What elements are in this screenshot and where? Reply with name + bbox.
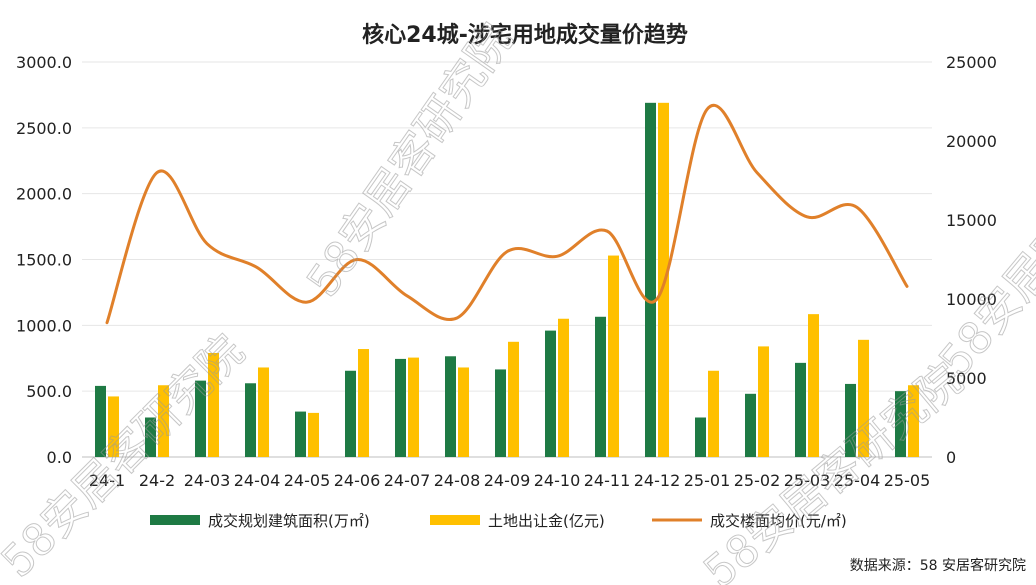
- left-axis-tick-label: 500.0: [26, 382, 72, 401]
- x-axis-tick-label: 24-07: [384, 471, 431, 490]
- right-axis-tick-label: 10000: [946, 290, 997, 309]
- right-axis-tick-label: 20000: [946, 132, 997, 151]
- x-axis-tick-label: 24-1: [89, 471, 125, 490]
- legend-label: 成交规划建筑面积(万㎡): [208, 512, 370, 530]
- right-axis-tick-label: 15000: [946, 211, 997, 230]
- bar-floor-area: [495, 369, 506, 457]
- legend: 成交规划建筑面积(万㎡) 土地出让金(亿元) 成交楼面均价(元/㎡): [150, 512, 847, 530]
- x-axis-tick-label: 24-11: [584, 471, 631, 490]
- watermark: 58安居客研究院: [694, 354, 972, 585]
- bar-land-revenue: [858, 339, 869, 457]
- bar-floor-area: [845, 383, 856, 457]
- left-axis-tick-label: 2500.0: [16, 119, 72, 138]
- bar-land-revenue: [358, 349, 369, 457]
- bar-floor-area: [245, 383, 256, 457]
- bar-land-revenue: [608, 255, 619, 457]
- bar-land-revenue: [808, 314, 819, 457]
- bars: [95, 102, 919, 458]
- bar-land-revenue: [758, 346, 769, 457]
- x-axis-tick-label: 24-09: [484, 471, 531, 490]
- left-axis-ticks: 0.0 500.0 1000.0 1500.0 2000.0 2500.0 3000.0: [16, 53, 72, 467]
- legend-swatch: [430, 515, 480, 525]
- bar-land-revenue: [158, 385, 169, 457]
- bar-floor-area: [895, 391, 906, 457]
- x-axis-tick-label: 25-03: [784, 471, 831, 490]
- bar-land-revenue: [508, 341, 519, 457]
- left-axis-tick-label: 2000.0: [16, 185, 72, 204]
- data-source: 数据来源：58 安居客研究院: [850, 557, 1026, 574]
- x-axis-tick-label: 24-08: [434, 471, 481, 490]
- bar-floor-area: [445, 356, 456, 457]
- bar-floor-area: [145, 417, 156, 457]
- legend-swatch: [150, 515, 200, 525]
- legend-label: 土地出让金(亿元): [488, 512, 605, 530]
- x-axis-tick-label: 24-06: [334, 471, 381, 490]
- x-axis-tick-label: 24-05: [284, 471, 331, 490]
- bar-land-revenue: [558, 318, 569, 457]
- left-axis-tick-label: 3000.0: [16, 53, 72, 72]
- x-axis-tick-label: 24-2: [139, 471, 175, 490]
- bar-land-revenue: [658, 102, 669, 458]
- bar-floor-area: [745, 393, 756, 457]
- bar-floor-area: [295, 411, 306, 457]
- watermark: 58安居客研究院: [297, 15, 522, 306]
- bar-land-revenue: [208, 352, 219, 457]
- x-axis-tick-label: 25-04: [834, 471, 881, 490]
- left-axis-tick-label: 0.0: [47, 448, 72, 467]
- x-axis-tick-label: 24-04: [234, 471, 281, 490]
- right-axis-tick-label: 25000: [946, 53, 997, 72]
- bar-land-revenue: [308, 412, 319, 457]
- bar-floor-area: [195, 380, 206, 457]
- x-axis-tick-label: 25-02: [734, 471, 781, 490]
- line-avg-price: [105, 104, 909, 325]
- x-axis-tick-label: 24-03: [184, 471, 231, 490]
- x-axis-tick-label: 25-01: [684, 471, 731, 490]
- bar-land-revenue: [708, 370, 719, 457]
- bar-floor-area: [695, 417, 706, 457]
- bar-floor-area: [545, 330, 556, 457]
- bar-floor-area: [395, 358, 406, 457]
- x-axis-tick-label: 24-10: [534, 471, 581, 490]
- bar-land-revenue: [408, 357, 419, 457]
- right-axis-tick-label: 5000: [946, 369, 987, 388]
- bar-floor-area: [95, 385, 106, 457]
- right-axis-ticks: 0 5000 10000 15000 20000 25000: [946, 53, 997, 467]
- bar-floor-area: [795, 362, 806, 457]
- left-axis-tick-label: 1500.0: [16, 251, 72, 270]
- chart-title: 核心24城-涉宅用地成交量价趋势: [362, 22, 688, 48]
- x-axis-tick-label: 25-05: [884, 471, 931, 490]
- x-axis-tick-label: 24-12: [634, 471, 681, 490]
- right-axis-tick-label: 0: [946, 448, 956, 467]
- bar-land-revenue: [458, 367, 469, 457]
- left-axis-tick-label: 1000.0: [16, 316, 72, 335]
- bar-floor-area: [595, 316, 606, 457]
- gridlines: [82, 61, 932, 458]
- bar-land-revenue: [258, 367, 269, 457]
- bar-floor-area: [345, 370, 356, 457]
- legend-label: 成交楼面均价(元/㎡): [710, 512, 847, 530]
- bar-floor-area: [645, 102, 656, 458]
- x-axis-ticks: 24-1 24-2 24-03 24-04 24-05 24-06 24-07 24-08 24…: [89, 471, 930, 490]
- price-line: [105, 104, 909, 325]
- bar-land-revenue: [908, 385, 919, 457]
- bar-land-revenue: [108, 396, 119, 457]
